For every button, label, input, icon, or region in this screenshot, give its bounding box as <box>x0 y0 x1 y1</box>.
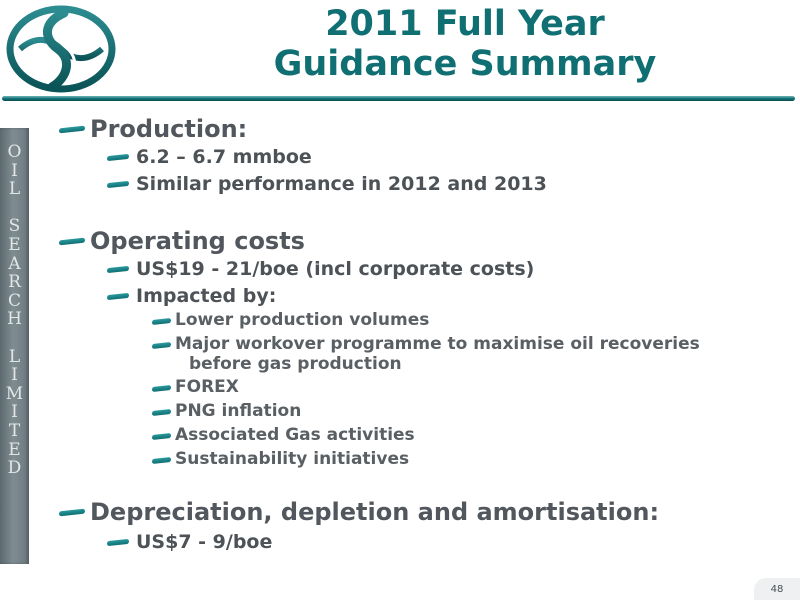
dash-bullet-icon <box>107 180 129 189</box>
sidebar-letter: L <box>8 346 21 367</box>
dash-bullet-icon <box>59 125 85 134</box>
heading-production: Production: <box>90 115 248 143</box>
bullet-impacted-by: Impacted by: <box>136 285 277 307</box>
dash-bullet-icon <box>59 508 85 517</box>
sidebar-letter: A <box>8 253 21 274</box>
sidebar-letter: I <box>11 402 18 423</box>
dash-bullet-icon <box>152 409 171 416</box>
page-number: 48 <box>754 578 800 600</box>
dash-bullet-icon <box>107 292 129 301</box>
dash-bullet-icon <box>152 457 171 464</box>
sidebar-letter: I <box>11 160 18 181</box>
sidebar-letter: R <box>8 272 21 293</box>
dash-bullet-icon <box>152 433 171 440</box>
title-line-2: Guidance Summary <box>273 44 657 84</box>
dash-bullet-icon <box>107 153 129 162</box>
oil-search-logo-icon <box>6 5 116 93</box>
sidebar-letter: O <box>7 142 22 162</box>
sidebar-letter: L <box>8 179 21 200</box>
sidebar-letter: E <box>8 234 21 255</box>
sub-bullet-workover-line1: Major workover programme to maximise oil… <box>175 334 700 354</box>
title-line-1: 2011 Full Year <box>325 4 605 44</box>
bullet-dda-range: US$7 - 9/boe <box>136 531 273 553</box>
sub-bullet-associated-gas: Associated Gas activities <box>175 425 415 445</box>
dash-bullet-icon <box>152 385 171 392</box>
sidebar-letter: T <box>8 420 21 441</box>
sidebar-letter: D <box>7 458 22 479</box>
sidebar-letter: C <box>7 290 21 311</box>
title-divider <box>2 96 795 101</box>
dash-bullet-icon <box>107 265 129 274</box>
bullet-production-range: 6.2 – 6.7 mmboe <box>136 146 312 168</box>
bullet-operating-cost-range: US$19 - 21/boe (incl corporate costs) <box>136 258 535 280</box>
sub-bullet-forex: FOREX <box>175 377 239 397</box>
sidebar-vertical-text: O I L S E A R C H L I M I T E D <box>0 143 29 478</box>
sub-bullet-lower-production: Lower production volumes <box>175 310 430 330</box>
sub-bullet-sustainability: Sustainability initiatives <box>175 449 410 469</box>
sub-bullet-workover-line2: before gas production <box>189 354 402 374</box>
heading-depreciation: Depreciation, depletion and amortisation… <box>90 498 660 526</box>
sub-bullet-png-inflation: PNG inflation <box>175 401 302 421</box>
sidebar-letter: I <box>11 365 18 386</box>
dash-bullet-icon <box>152 318 171 325</box>
sidebar-bar <box>0 128 29 564</box>
heading-operating-costs: Operating costs <box>90 227 305 255</box>
dash-bullet-icon <box>59 237 85 246</box>
bullet-production-outlook: Similar performance in 2012 and 2013 <box>136 173 547 195</box>
page-title: 2011 Full Year Guidance Summary <box>230 4 700 84</box>
dash-bullet-icon <box>152 342 171 349</box>
sidebar-letter: E <box>8 439 21 460</box>
sidebar-letter: H <box>7 309 22 330</box>
dash-bullet-icon <box>107 538 129 547</box>
sidebar-letter: M <box>5 383 24 404</box>
sidebar-letter: S <box>8 216 21 237</box>
